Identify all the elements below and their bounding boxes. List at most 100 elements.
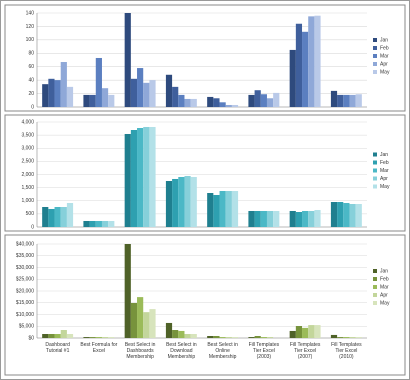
- bar: [48, 334, 55, 338]
- y-tick-label: 100: [26, 37, 35, 43]
- bar: [254, 90, 261, 107]
- bar: [101, 337, 109, 338]
- bar: [143, 126, 150, 227]
- legend-label: Feb: [380, 160, 389, 166]
- bar: [83, 94, 90, 107]
- bar: [219, 337, 226, 338]
- bar: [289, 330, 296, 338]
- y-tick-label: 60: [28, 64, 34, 70]
- bar: [137, 68, 144, 107]
- bar: [108, 337, 115, 338]
- bar: [295, 326, 303, 338]
- bar: [248, 337, 255, 338]
- bar: [184, 98, 191, 107]
- bar: [42, 206, 49, 227]
- bar: [254, 210, 261, 227]
- bar: [83, 220, 90, 227]
- bar: [254, 336, 261, 338]
- bar: [349, 94, 356, 107]
- y-tick-label: $35,000: [16, 253, 34, 259]
- bar: [273, 92, 280, 107]
- bar: [101, 220, 109, 227]
- bar: [149, 80, 156, 107]
- bar: [149, 309, 156, 338]
- y-tick-label: 3,500: [21, 132, 34, 138]
- bar: [355, 337, 362, 338]
- y-tick-label: 40: [28, 77, 34, 83]
- bar: [330, 202, 338, 227]
- bar: [302, 327, 309, 338]
- y-tick-label: 120: [26, 24, 35, 30]
- bar: [295, 212, 303, 227]
- bar: [289, 210, 296, 227]
- legend-label: May: [380, 300, 390, 306]
- legend-swatch: [373, 301, 377, 305]
- bar: [89, 94, 96, 107]
- legend-label: May: [380, 69, 390, 75]
- y-tick-label: $25,000: [16, 277, 34, 283]
- bar: [343, 203, 350, 227]
- x-tick-label: Best Select in Download Membership: [166, 342, 197, 360]
- bar: [219, 102, 226, 107]
- x-tick-label: Fill Templates Tier Excel (2007): [289, 342, 321, 360]
- bar: [355, 94, 362, 107]
- bar: [302, 31, 309, 107]
- bar: [124, 133, 131, 227]
- bar: [308, 210, 315, 227]
- bar: [330, 334, 338, 338]
- bar: [149, 126, 156, 227]
- y-tick-label: 0: [31, 224, 34, 230]
- bar: [184, 334, 191, 338]
- y-tick-label: 80: [28, 51, 34, 57]
- y-tick-label: 3,000: [21, 146, 34, 152]
- bar: [337, 337, 344, 338]
- legend-label: Apr: [380, 292, 388, 298]
- bar: [260, 337, 267, 338]
- bar: [337, 202, 344, 227]
- bar: [54, 334, 61, 338]
- bar: [60, 62, 67, 107]
- bar: [231, 104, 239, 107]
- bar: [143, 312, 150, 338]
- bar: [289, 49, 296, 107]
- legend-label: May: [380, 184, 390, 190]
- bar: [260, 94, 267, 107]
- x-tick-label: Fill Templates Tier Excel (2010): [331, 342, 362, 360]
- legend-label: Jan: [380, 37, 388, 43]
- bar: [302, 210, 309, 227]
- bar: [143, 82, 150, 107]
- legend-label: Apr: [380, 176, 388, 182]
- y-tick-label: $15,000: [16, 300, 34, 306]
- bar: [172, 178, 179, 227]
- legend-swatch: [373, 184, 377, 189]
- bar: [66, 334, 74, 338]
- bar: [95, 220, 102, 227]
- y-tick-label: 140: [26, 10, 35, 16]
- bar: [207, 336, 214, 338]
- bar: [60, 206, 67, 227]
- x-tick-label: Best Select in Dashboards Membership: [124, 342, 156, 360]
- bar: [190, 176, 197, 227]
- bar: [248, 210, 255, 227]
- legend-swatch: [373, 46, 377, 50]
- bar: [314, 325, 321, 338]
- bar: [130, 78, 138, 107]
- y-tick-label: 500: [26, 211, 35, 217]
- y-tick-label: 1,000: [21, 198, 34, 204]
- legend-swatch: [373, 176, 377, 181]
- bar: [184, 175, 191, 227]
- bar: [225, 104, 232, 107]
- legend-swatch: [373, 54, 377, 58]
- legend-swatch: [373, 168, 377, 173]
- bar: [266, 337, 274, 338]
- bar: [225, 337, 232, 338]
- bar: [355, 204, 362, 227]
- y-tick-label: $0: [28, 335, 34, 341]
- bar: [137, 297, 144, 338]
- bar: [266, 98, 274, 107]
- bar: [48, 78, 55, 107]
- bar: [314, 209, 321, 227]
- x-tick-label: Dashboard Tutorial #1: [45, 342, 70, 354]
- bar: [213, 336, 220, 338]
- legend-swatch: [373, 38, 377, 42]
